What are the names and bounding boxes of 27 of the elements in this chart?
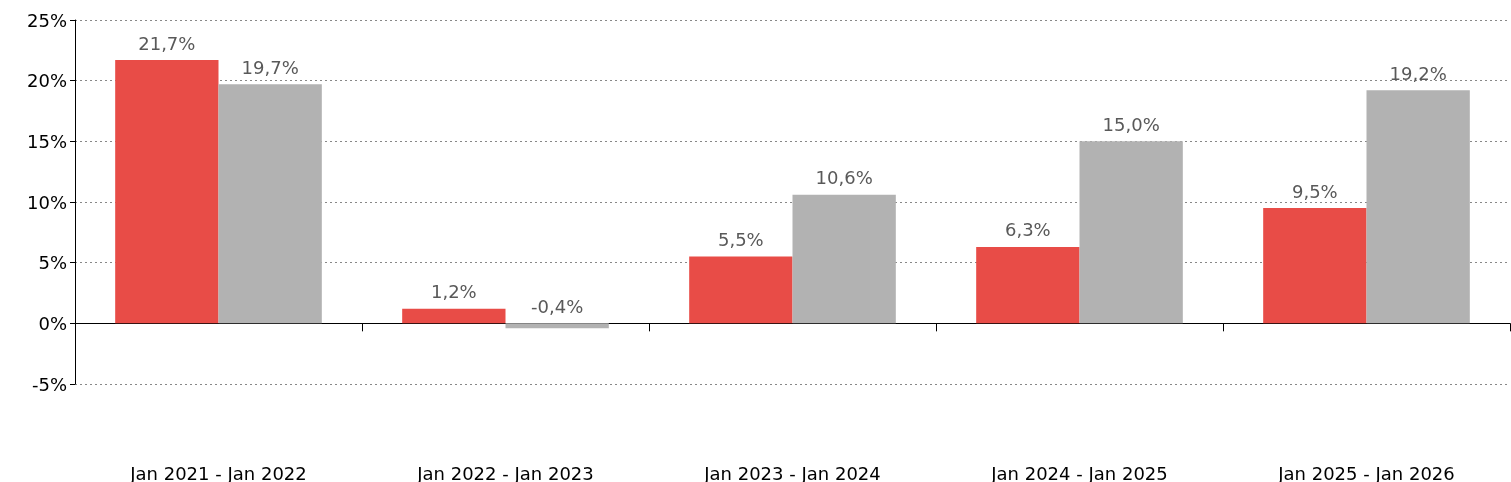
y-tick-label: 10%: [26, 191, 67, 213]
data-label: 19,7%: [241, 56, 299, 78]
bar: [115, 60, 219, 324]
bar: [1263, 208, 1367, 324]
y-tick-label: 25%: [26, 9, 67, 31]
y-tick-label: 15%: [26, 130, 67, 152]
data-label: 5,5%: [717, 229, 764, 251]
data-label: -0,4%: [531, 295, 584, 317]
bar: [1079, 141, 1183, 324]
data-label: 1,2%: [430, 281, 477, 303]
data-label: 9,5%: [1291, 180, 1338, 202]
bar: [689, 256, 793, 324]
data-label: 6,3%: [1004, 219, 1051, 241]
y-tick-label: 0%: [38, 312, 67, 334]
data-label: 19,2%: [1389, 62, 1447, 84]
bar: [792, 194, 896, 324]
y-tick-label: -5%: [31, 373, 67, 395]
bar: [402, 308, 506, 324]
y-tick-label: 20%: [26, 70, 67, 92]
data-label: 15,0%: [1102, 113, 1160, 135]
data-label: 10,6%: [815, 167, 873, 189]
bar: [976, 246, 1080, 324]
bar: [505, 323, 609, 329]
data-label: 21,7%: [138, 32, 196, 54]
y-tick-label: 5%: [38, 252, 67, 274]
bar: [218, 84, 322, 324]
bar: [1366, 90, 1470, 324]
